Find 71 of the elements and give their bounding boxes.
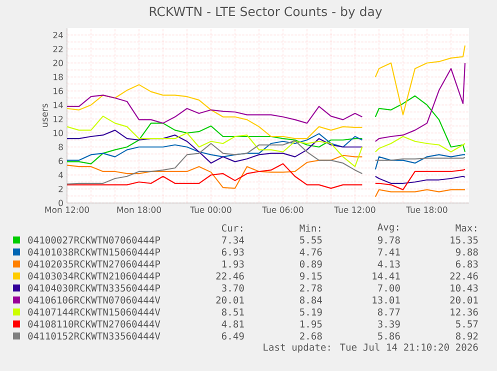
text: 1.93 xyxy=(222,260,244,268)
legend-label: 04103034RCKWTN21060444P xyxy=(28,272,160,280)
text: Last update: Tue Jul 14 21:10:20 2026 xyxy=(264,343,478,353)
text: Avg: xyxy=(378,223,398,233)
text: 8.77 xyxy=(378,308,400,316)
text: 1.95 xyxy=(300,320,322,328)
y-tick-label: 20 xyxy=(53,60,63,66)
y-tick-label: 16 xyxy=(54,88,63,94)
text: 10.43 xyxy=(450,284,478,292)
text: 6.49 xyxy=(222,332,244,340)
chart-title: RCKWTN - LTE Sector Counts - by day xyxy=(150,6,382,19)
text: 3.70 xyxy=(222,284,244,292)
y-tick-label: 10 xyxy=(54,130,63,136)
y-tick-label: 24 xyxy=(53,32,63,38)
text: 22.46 xyxy=(450,272,478,280)
y-tick-label: 4 xyxy=(58,172,63,178)
text: 4.81 xyxy=(222,320,244,328)
legend-label: 04106106RCKWTN07060444V xyxy=(28,296,160,304)
x-tick-label: Tue 06:00 xyxy=(262,206,304,213)
text: 5.55 xyxy=(300,236,322,244)
text: Cur: xyxy=(222,224,242,232)
text: Min: xyxy=(300,224,320,232)
x-tick-label: Mon 12:00 xyxy=(45,206,89,213)
text: 4.13 xyxy=(378,260,400,268)
text: 7.00 xyxy=(378,284,400,292)
text: 15.35 xyxy=(450,236,478,244)
y-tick-label: 0 xyxy=(58,200,63,206)
text: 4.76 xyxy=(300,248,322,256)
legend-label: 04100027RCKWTN07060444P xyxy=(28,236,160,244)
legend-label: 04101038RCKWTN15060444P xyxy=(28,248,160,256)
text: 8.84 xyxy=(300,296,322,304)
text: 9.78 xyxy=(378,236,400,244)
text: 14.41 xyxy=(372,272,400,280)
text: 13.01 xyxy=(372,296,400,304)
text: 20.01 xyxy=(450,296,478,304)
text: 2.68 xyxy=(300,332,322,340)
y-tick-label: 22 xyxy=(53,46,63,52)
text: 9.88 xyxy=(456,248,478,256)
x-tick-label: Tue 12:00 xyxy=(334,206,376,213)
text: 5.86 xyxy=(378,332,400,340)
text: 8.51 xyxy=(222,308,244,316)
text: 5.57 xyxy=(456,320,478,328)
legend-label: 04107144RCKWTN15060444V xyxy=(28,308,160,316)
text: 20.01 xyxy=(216,296,244,304)
x-tick-label: Tue 00:00 xyxy=(190,206,232,213)
legend-label: 04110152RCKWTN33560444V xyxy=(28,332,160,340)
x-tick-label: Mon 18:00 xyxy=(117,206,161,213)
y-tick-label: 18 xyxy=(54,74,63,80)
text: 3.39 xyxy=(378,320,400,328)
text: 6.83 xyxy=(456,260,478,268)
text: 7.41 xyxy=(378,248,400,256)
text: 6.93 xyxy=(222,248,244,256)
text: 2.78 xyxy=(300,284,322,292)
text: 8.92 xyxy=(456,332,478,340)
text: 0.89 xyxy=(300,260,322,268)
y-tick-label: 8 xyxy=(58,144,63,150)
text: 22.46 xyxy=(216,272,244,280)
text: 12.36 xyxy=(450,308,478,316)
text: Max: xyxy=(456,224,476,232)
text: 7.34 xyxy=(222,236,244,244)
text: 5.19 xyxy=(300,308,322,316)
legend-label: 04104030RCKWTN33560444P xyxy=(28,284,160,292)
x-tick-label: Tue 18:00 xyxy=(406,206,448,213)
y-tick-label: 12 xyxy=(54,116,63,122)
text: 9.15 xyxy=(300,272,322,280)
y-tick-label: 14 xyxy=(54,102,63,108)
legend-label: 04108110RCKWTN27060444V xyxy=(28,320,160,328)
y-tick-label: 6 xyxy=(58,158,63,164)
legend-label: 04102035RCKWTN27060444P xyxy=(28,260,160,268)
y-tick-label: 2 xyxy=(58,186,63,192)
y-axis-title: users xyxy=(42,104,48,127)
